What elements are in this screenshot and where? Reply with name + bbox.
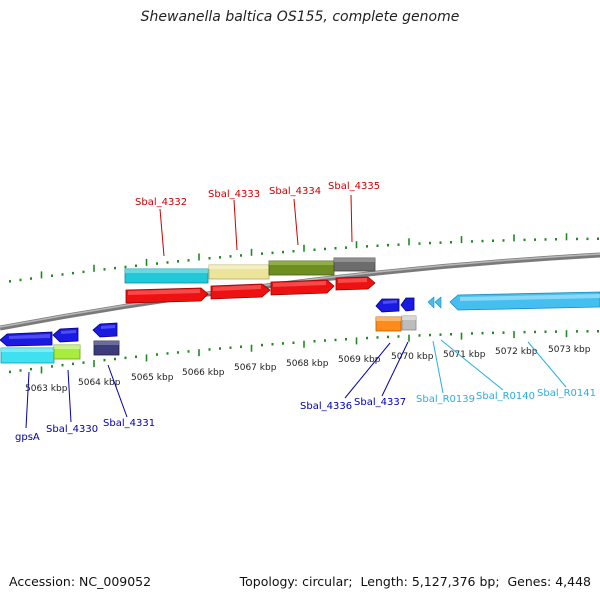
accession-value: NC_009052 [79, 574, 152, 589]
genes-value: 4,448 [555, 574, 591, 589]
forward-labels: Sbal_4332 Sbal_4333 Sbal_4334 Sbal_4335 [135, 181, 380, 257]
kbp-label: 5063 kbp [25, 384, 68, 394]
gene-arrow-sbal-4330[interactable] [52, 327, 79, 343]
kbp-scale: 5063 kbp 5064 kbp 5065 kbp 5066 kbp 5067… [25, 345, 591, 394]
leader-line [440, 339, 504, 391]
accession-info: Accession: NC_009052 [9, 574, 151, 589]
leader-line [107, 364, 128, 418]
leader-line [344, 342, 391, 399]
rna-labels: Sbal_R0139 Sbal_R0140 Sbal_R0141 [416, 339, 596, 405]
rna-label-r0139[interactable]: Sbal_R0139 [416, 394, 475, 405]
kbp-label: 5073 kbp [548, 345, 591, 355]
accession-label: Accession: [9, 574, 76, 589]
topology-value: circular [302, 574, 349, 589]
topology-info: Topology: circular; Length: 5,127,376 bp… [239, 574, 591, 589]
reverse-cog-track [0, 315, 417, 364]
forward-cog-track [124, 257, 376, 284]
leader-line [233, 199, 238, 251]
rna-arrow-r0140[interactable] [434, 296, 442, 309]
map-title: Shewanella baltica OS155, complete genom… [140, 9, 460, 25]
kbp-label: 5070 kbp [391, 352, 434, 362]
length-value: 5,127,376 bp [411, 574, 496, 589]
topology-label: Topology: [239, 574, 299, 589]
rna-track [427, 291, 600, 311]
kbp-label: 5065 kbp [131, 373, 174, 383]
kbp-label: 5072 kbp [495, 347, 538, 357]
gene-label-gpsA[interactable]: gpsA [15, 432, 40, 443]
reverse-gene-track [0, 297, 415, 347]
gene-arrow-sbal-4337[interactable] [400, 297, 415, 312]
gene-arrow-gpsA[interactable] [0, 331, 53, 347]
leader-line [381, 341, 409, 397]
leader-line [527, 341, 567, 388]
rna-label-r0140[interactable]: Sbal_R0140 [476, 391, 535, 402]
rna-label-r0141[interactable]: Sbal_R0141 [537, 388, 596, 399]
reverse-labels: gpsA Sbal_4330 Sbal_4331 Sbal_4336 Sbal_… [15, 341, 409, 443]
leader-line [293, 198, 299, 246]
gene-label-sbal-4331[interactable]: Sbal_4331 [103, 418, 155, 429]
leader-line [432, 340, 444, 394]
top-tick-row [9, 233, 599, 283]
kbp-label: 5071 kbp [443, 350, 486, 360]
kbp-label: 5064 kbp [78, 378, 121, 388]
genes-label: Genes: [507, 574, 552, 589]
kbp-label: 5067 kbp [234, 363, 277, 373]
gene-label-sbal-4335[interactable]: Sbal_4335 [328, 181, 380, 192]
gene-label-sbal-4333[interactable]: Sbal_4333 [208, 189, 260, 200]
kbp-label: 5069 kbp [338, 355, 381, 365]
gene-label-sbal-4332[interactable]: Sbal_4332 [135, 197, 187, 208]
bottom-tick-row [9, 330, 599, 374]
kbp-label: 5066 kbp [182, 368, 225, 378]
kbp-label: 5068 kbp [286, 359, 329, 369]
length-label: Length: [360, 574, 408, 589]
leader-line [25, 371, 30, 429]
gene-label-sbal-4334[interactable]: Sbal_4334 [269, 186, 321, 197]
leader-line [350, 194, 353, 243]
gene-label-sbal-4337[interactable]: Sbal_4337 [354, 397, 406, 408]
gene-label-sbal-4336[interactable]: Sbal_4336 [300, 401, 352, 412]
gene-arrow-sbal-4331[interactable] [92, 322, 118, 338]
gene-label-sbal-4330[interactable]: Sbal_4330 [46, 424, 98, 435]
leader-line [67, 369, 72, 423]
leader-line [159, 208, 165, 257]
forward-gene-track [125, 276, 376, 304]
rna-arrow-r0139[interactable] [427, 296, 435, 309]
